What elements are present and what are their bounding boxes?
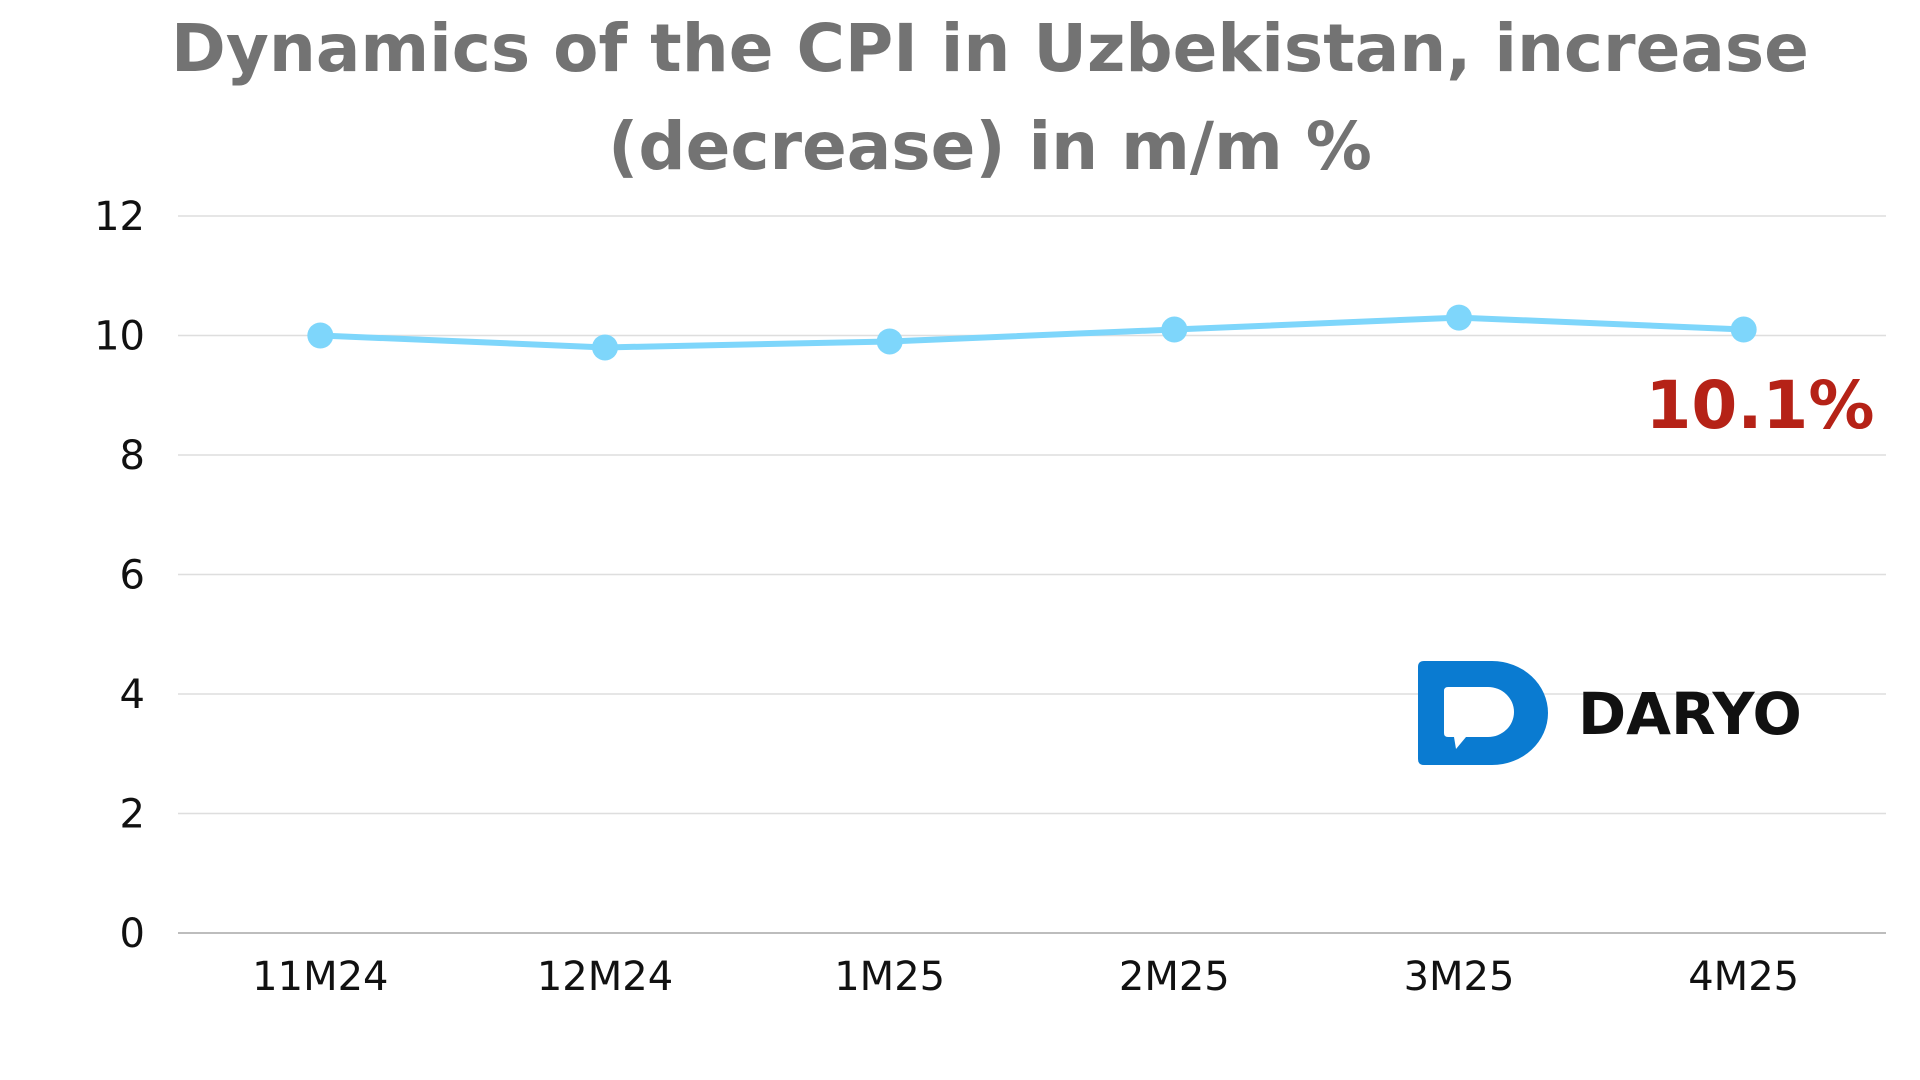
annotation-label: 10.1% (1646, 367, 1875, 444)
y-axis-ticks: 0 2 4 6 8 10 12 (94, 194, 145, 957)
y-tick-label: 2 (120, 792, 145, 838)
gridlines (178, 215, 1886, 815)
data-point (307, 322, 334, 349)
series-layer (307, 304, 1757, 361)
x-tick-label: 2M25 (1119, 954, 1230, 1000)
daryo-logo-text: DARYO (1578, 680, 1802, 748)
daryo-logo: DARYO (1418, 661, 1802, 765)
y-tick-label: 0 (120, 911, 145, 957)
daryo-logo-icon (1418, 661, 1548, 765)
x-tick-label: 11M24 (252, 954, 388, 1000)
data-point (876, 328, 903, 355)
data-point (1161, 316, 1188, 343)
y-tick-label: 8 (120, 433, 145, 479)
chart-title: Dynamics of the CPI in Uzbekistan, incre… (171, 10, 1809, 185)
data-point (1446, 304, 1472, 331)
y-tick-label: 4 (120, 672, 145, 718)
x-axis-ticks: 11M24 12M24 1M25 2M25 3M25 4M25 (252, 954, 1799, 1000)
y-tick-label: 10 (94, 314, 145, 360)
data-point (1730, 316, 1757, 343)
data-point (592, 334, 618, 361)
y-tick-label: 12 (94, 194, 145, 240)
x-tick-label: 1M25 (834, 954, 945, 1000)
x-tick-label: 4M25 (1688, 954, 1799, 1000)
x-tick-label: 3M25 (1404, 954, 1515, 1000)
x-tick-label: 12M24 (537, 954, 673, 1000)
series-line (320, 314, 1744, 351)
y-tick-label: 6 (120, 553, 145, 599)
